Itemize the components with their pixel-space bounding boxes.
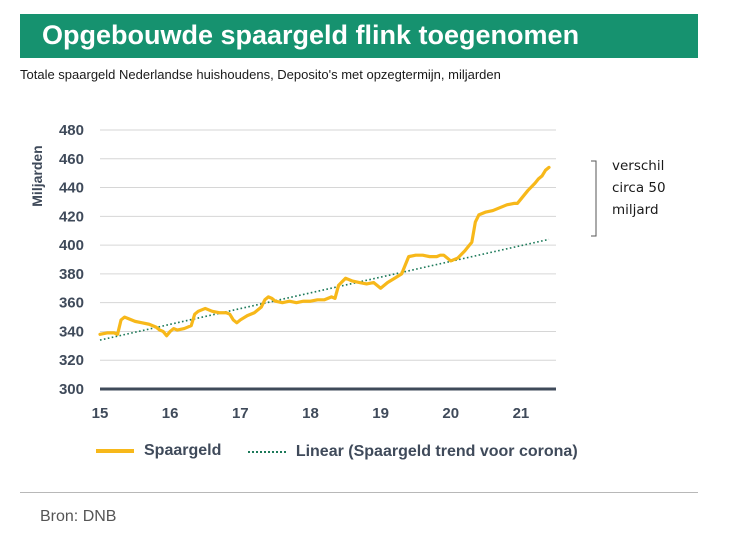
annotation-line-1: verschil: [612, 158, 665, 174]
legend-label-spaargeld: Spaargeld: [144, 442, 222, 459]
annotation-bracket: [591, 160, 597, 237]
y-tick-label: 340: [59, 323, 84, 340]
y-tick-labels: 300 320 340 360 380 400 420 440 460 480: [59, 122, 84, 398]
chart-legend: Spaargeld Linear (Spaargeld trend voor c…: [96, 440, 600, 464]
y-tick-label: 460: [59, 151, 84, 168]
y-tick-label: 400: [59, 237, 84, 254]
x-tick-label: 17: [232, 405, 249, 422]
x-tick-labels: 15 16 17 18 19 20 21: [92, 405, 530, 422]
source-note: Bron: DNB: [40, 508, 117, 525]
x-tick-label: 16: [162, 405, 179, 422]
grid-lines: [100, 129, 556, 391]
y-tick-label: 420: [59, 208, 84, 225]
y-tick-label: 300: [59, 381, 84, 398]
y-tick-label: 380: [59, 266, 84, 283]
legend-swatch-spaargeld: [96, 449, 134, 453]
x-tick-label: 21: [513, 405, 530, 422]
annotation-line-3: miljard: [612, 202, 659, 218]
x-tick-label: 18: [302, 405, 319, 422]
y-axis-label: Miljarden: [29, 145, 45, 206]
x-tick-label: 20: [442, 405, 459, 422]
title-banner: Opgebouwde spaargeld flink toegenomen: [20, 14, 698, 58]
y-tick-label: 480: [59, 122, 84, 139]
spaargeld-line: [98, 165, 551, 338]
difference-annotation: verschil circa 50 miljard: [612, 155, 692, 221]
x-tick-label: 15: [92, 405, 109, 422]
x-tick-label: 19: [372, 405, 389, 422]
series-layer: [98, 165, 551, 341]
y-tick-label: 320: [59, 352, 84, 369]
legend-label-trend: Linear (Spaargeld trend voor corona): [295, 443, 578, 460]
legend-swatch-trend: [247, 451, 286, 453]
chart-title: Opgebouwde spaargeld flink toegenomen: [42, 20, 580, 50]
legend-item-spaargeld: Spaargeld: [96, 442, 221, 460]
trend-line: [99, 238, 550, 341]
footer-divider: [20, 492, 698, 493]
y-tick-label: 440: [59, 180, 84, 197]
annotation-line-2: circa 50: [612, 180, 666, 196]
legend-item-trend: Linear (Spaargeld trend voor corona): [247, 443, 578, 461]
chart-subtitle: Totale spaargeld Nederlandse huishoudens…: [20, 67, 501, 82]
y-tick-label: 360: [59, 295, 84, 312]
